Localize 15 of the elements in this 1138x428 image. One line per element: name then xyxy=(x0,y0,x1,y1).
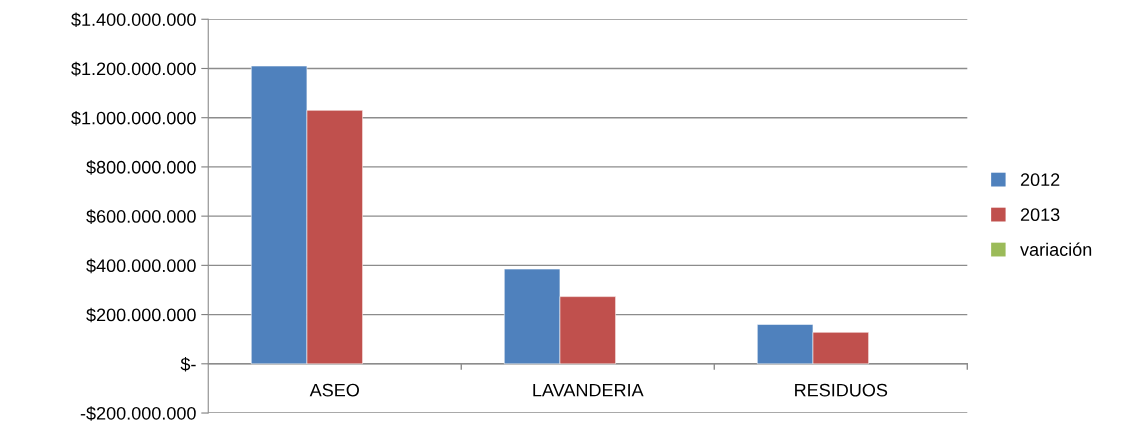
legend-label: 2013 xyxy=(1020,208,1060,222)
y-tick-label: $800.000.000 xyxy=(86,160,196,175)
y-tick-label: $200.000.000 xyxy=(86,307,196,323)
x-tick-label: RESIDUOS xyxy=(795,383,888,397)
x-tick-label: ASEO xyxy=(309,383,359,397)
y-tick-label: $600.000.000 xyxy=(86,209,196,224)
y-tick-label: $1.400.000.000 xyxy=(71,12,196,28)
y-tick-label: $400.000.000 xyxy=(86,258,196,274)
y-tick-label: $1.000.000.000 xyxy=(71,110,196,126)
x-tick-label: LAVANDERIA xyxy=(533,383,644,397)
y-tick-label: $1.200.000.000 xyxy=(71,61,196,77)
y-tick-label: -$200.000.000 xyxy=(80,406,196,421)
y-tick-label: $- xyxy=(180,356,196,372)
legend-label: 2012 xyxy=(1020,173,1060,187)
legend-label: variación xyxy=(1020,242,1092,257)
